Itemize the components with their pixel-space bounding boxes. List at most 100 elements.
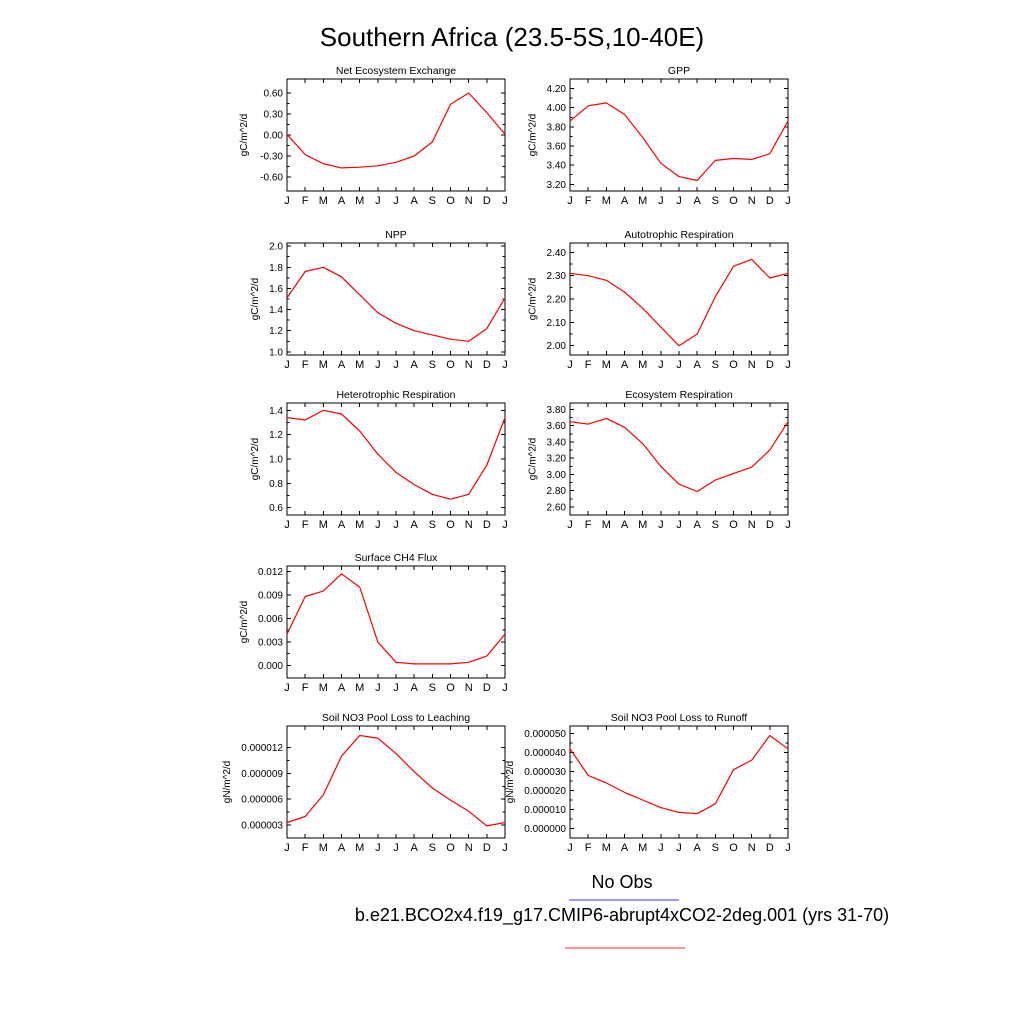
x-tick-label: F (302, 195, 309, 207)
x-tick-label: A (338, 195, 346, 207)
x-tick-label: D (766, 519, 774, 531)
x-tick-label: J (567, 195, 573, 207)
y-tick-label: 3.60 (547, 421, 567, 432)
chart-svg: Ecosystem Respiration 2.60 2.80 3.00 3.20 3.4… (528, 389, 791, 531)
x-tick-label: J (284, 842, 290, 854)
chart-autotrophic-respiration: Autotrophic Respiration 2.00 2.10 2.20 2.30 2… (505, 229, 801, 392)
y-tick-label: 1.4 (269, 305, 283, 316)
x-tick-label: F (585, 519, 592, 531)
x-tick-label: J (785, 842, 791, 854)
axis-ticks (569, 403, 789, 515)
x-tick-label: J (658, 519, 664, 531)
x-tick-label: S (429, 195, 436, 207)
x-tick-label: N (465, 359, 473, 371)
series-line (286, 266, 506, 342)
y-tick-label: 2.80 (547, 486, 567, 497)
y-tick-label: 0.009 (258, 590, 283, 601)
chart-title: Soil NO3 Pool Loss to Runoff (611, 712, 747, 724)
series-line (286, 573, 506, 665)
no-obs-line-sample (569, 899, 679, 901)
series-line (569, 258, 789, 347)
x-tick-label: A (410, 359, 418, 371)
x-tick-label: M (355, 359, 364, 371)
x-tick-label: D (483, 842, 491, 854)
y-tick-label: 0.30 (264, 110, 284, 121)
x-tick-label: M (638, 195, 647, 207)
x-tick-label: F (585, 359, 592, 371)
x-tick-label: J (676, 519, 682, 531)
y-tick-label: 0.000020 (524, 786, 566, 797)
y-tick-label: 0.6 (269, 503, 283, 514)
y-tick-label: 2.00 (547, 341, 567, 352)
plot-frame (286, 725, 506, 839)
x-tick-label: J (658, 195, 664, 207)
y-tick-label: 0.8 (269, 479, 283, 490)
x-tick-label: O (729, 359, 738, 371)
chart-svg: Autotrophic Respiration 2.00 2.10 2.20 2.30 2… (528, 229, 791, 371)
x-tick-label: S (712, 195, 719, 207)
y-axis-label: gC/m^2/d (239, 601, 250, 644)
x-tick-label: J (567, 519, 573, 531)
x-tick-label: M (319, 519, 328, 531)
chart-soil-no3-pool-loss-to-leaching: Soil NO3 Pool Loss to Leaching 0.000003 0.… (222, 712, 518, 875)
x-tick-label: O (729, 519, 738, 531)
x-tick-label: N (748, 519, 756, 531)
x-tick-label: M (319, 359, 328, 371)
x-tick-label: M (355, 519, 364, 531)
x-tick-label: O (446, 842, 455, 854)
y-tick-label: 3.40 (547, 161, 567, 172)
x-tick-label: M (638, 359, 647, 371)
x-tick-label: S (429, 359, 436, 371)
x-tick-label: J (502, 682, 508, 694)
x-tick-label: J (393, 842, 399, 854)
x-tick-label: J (567, 842, 573, 854)
axis-ticks (286, 243, 506, 355)
y-tick-label: 3.00 (547, 470, 567, 481)
plot-frame (286, 402, 506, 516)
x-tick-label: J (676, 842, 682, 854)
x-tick-label: A (410, 842, 418, 854)
x-tick-label: D (483, 359, 491, 371)
x-tick-label: N (465, 842, 473, 854)
x-tick-label: A (621, 519, 629, 531)
x-tick-label: M (319, 842, 328, 854)
x-tick-label: S (429, 682, 436, 694)
x-tick-label: S (712, 359, 719, 371)
y-tick-label: 0.006 (258, 614, 283, 625)
x-tick-label: A (693, 519, 701, 531)
y-tick-label: 2.40 (547, 248, 567, 259)
y-tick-label: 0.00 (264, 131, 284, 142)
x-tick-label: A (693, 842, 701, 854)
x-tick-label: J (502, 842, 508, 854)
series-line (569, 102, 789, 182)
chart-title: NPP (385, 229, 407, 241)
x-tick-label: D (766, 842, 774, 854)
x-tick-label: N (465, 682, 473, 694)
y-tick-label: 0.000012 (241, 743, 283, 754)
x-tick-label: J (375, 359, 381, 371)
y-tick-label: 0.000003 (241, 821, 283, 832)
y-tick-label: 1.4 (269, 406, 283, 417)
x-tick-label: M (355, 682, 364, 694)
x-tick-label: D (766, 195, 774, 207)
chart-title: Heterotrophic Respiration (336, 389, 455, 401)
axis-ticks (286, 79, 506, 191)
x-tick-label: F (302, 842, 309, 854)
y-tick-label: 1.0 (269, 455, 283, 466)
x-tick-label: M (355, 195, 364, 207)
x-tick-label: M (638, 842, 647, 854)
x-tick-label: J (567, 359, 573, 371)
x-tick-label: J (284, 682, 290, 694)
x-tick-label: A (693, 359, 701, 371)
x-tick-label: A (621, 195, 629, 207)
chart-svg: Soil NO3 Pool Loss to Runoff 0.000000 0.00… (505, 712, 791, 854)
x-tick-label: J (502, 359, 508, 371)
x-tick-label: N (748, 842, 756, 854)
chart-svg: Net Ecosystem Exchange -0.60 -0.30 0.00 0.30… (239, 65, 508, 207)
x-tick-label: N (748, 359, 756, 371)
y-tick-label: 2.30 (547, 271, 567, 282)
x-tick-label: M (319, 195, 328, 207)
series-line (286, 92, 506, 169)
